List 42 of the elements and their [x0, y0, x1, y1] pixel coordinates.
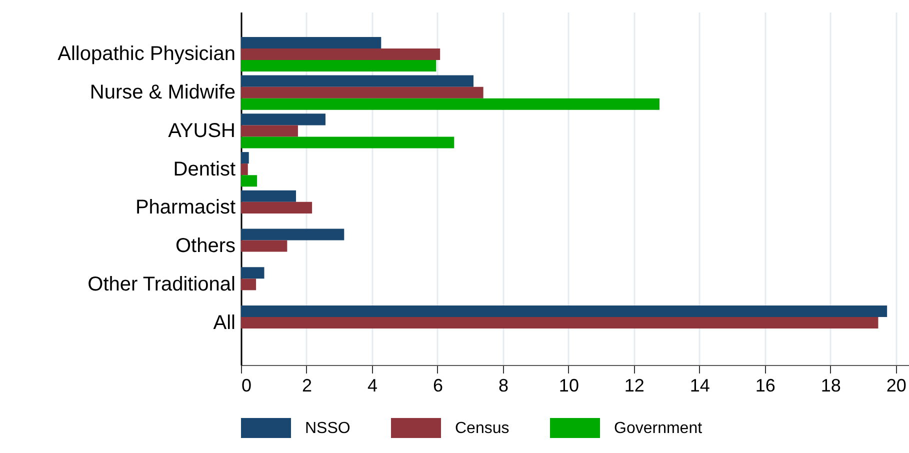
bar — [241, 60, 436, 72]
x-tick-label: 20 — [886, 376, 906, 396]
bar — [241, 125, 298, 137]
y-tick-label: Others — [175, 235, 236, 258]
bar — [241, 190, 296, 202]
x-tick-label: 14 — [690, 376, 710, 396]
bar — [241, 98, 660, 110]
x-tick-label: 18 — [820, 376, 841, 396]
bar — [241, 228, 344, 240]
bar — [241, 114, 326, 126]
y-tick-label: Nurse & Midwife — [90, 82, 236, 104]
x-tick-label: 4 — [367, 376, 378, 396]
y-tick-label: All — [213, 312, 236, 334]
x-tick-label: 12 — [624, 376, 644, 396]
bar — [241, 202, 312, 214]
x-tick-label: 0 — [242, 376, 252, 396]
bar — [241, 306, 888, 318]
legend-label: NSSO — [305, 420, 350, 437]
bar — [241, 267, 264, 279]
x-tick-label: 8 — [498, 376, 508, 396]
y-tick-label: Dentist — [173, 158, 236, 180]
bar — [241, 240, 288, 252]
x-tick-label: 10 — [558, 376, 579, 396]
bar — [241, 164, 248, 176]
y-tick-label: Pharmacist — [135, 196, 236, 219]
legend-label: Government — [614, 420, 703, 437]
legend-label: Census — [455, 420, 510, 437]
bar — [241, 36, 382, 48]
bar — [241, 175, 258, 187]
y-tick-label: Allopathic Physician — [58, 43, 236, 66]
bar — [241, 75, 474, 87]
x-tick-label: 16 — [755, 376, 776, 396]
bar — [241, 317, 878, 329]
bar — [241, 278, 256, 290]
y-tick-label: Other Traditional — [88, 273, 236, 296]
bar — [241, 48, 440, 60]
bar — [241, 136, 454, 148]
bar — [241, 152, 249, 164]
y-tick-label: AYUSH — [168, 120, 236, 142]
bar — [241, 86, 484, 98]
x-tick-label: 2 — [302, 376, 312, 396]
x-tick-label: 6 — [432, 376, 443, 396]
